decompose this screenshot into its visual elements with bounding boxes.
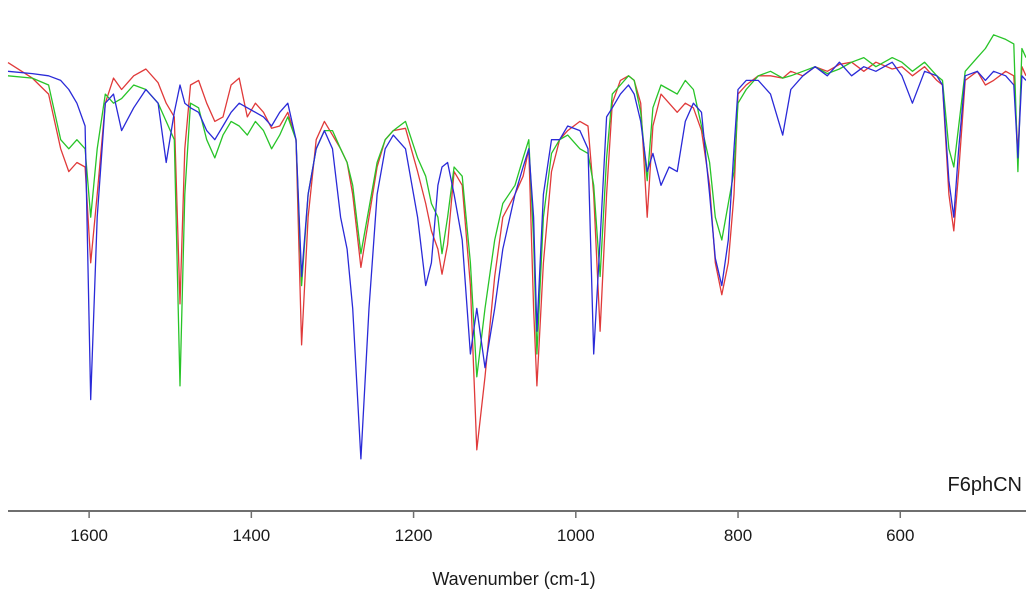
x-tick-label: 600 [886, 526, 914, 545]
sample-annotation: F6phCN [948, 474, 1022, 496]
x-axis-ticks: 1600 1400 1200 1000 800 600 [70, 511, 914, 545]
x-tick-label: 1000 [557, 526, 595, 545]
x-tick-label: 1200 [395, 526, 433, 545]
spectrum-line-1 [7, 61, 1026, 451]
x-tick-label: 1400 [232, 526, 270, 545]
x-tick-label: 800 [724, 526, 752, 545]
spectrum-line-3 [7, 61, 1026, 460]
x-axis-label: Wavenumber (cm-1) [432, 569, 595, 589]
spectrum-series-layer [7, 34, 1026, 460]
spectrum-line-2 [7, 34, 1026, 387]
x-tick-label: 1600 [70, 526, 108, 545]
